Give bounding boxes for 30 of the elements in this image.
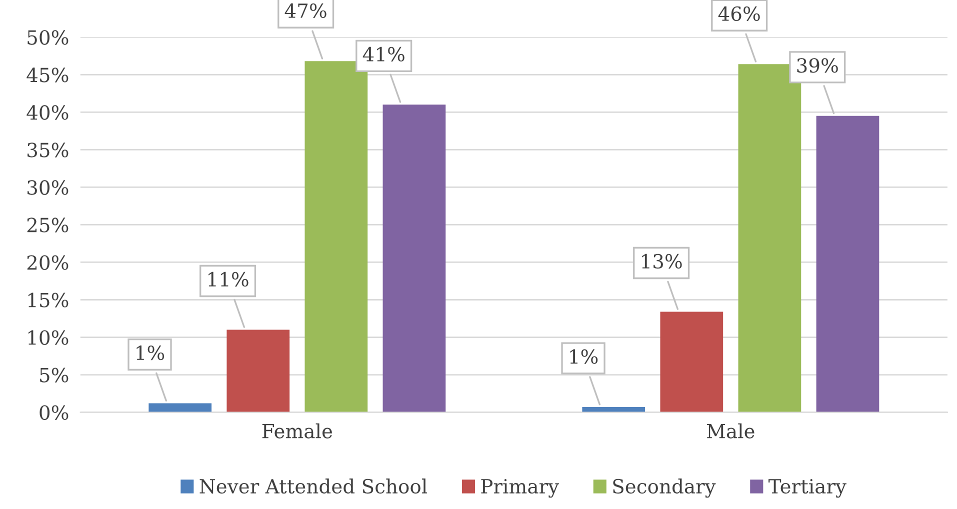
bar	[660, 312, 724, 412]
data-label: 47%	[284, 3, 326, 18]
bar	[816, 116, 880, 412]
legend-label: Primary	[481, 479, 559, 498]
data-label: 39%	[797, 58, 838, 73]
bar	[382, 104, 446, 412]
bar	[226, 330, 290, 412]
data-label: 41%	[362, 46, 404, 62]
y-tick-label: 10%	[28, 330, 68, 345]
y-tick-label: 5%	[40, 368, 68, 382]
bar	[304, 61, 368, 412]
y-tick-label: 45%	[26, 68, 68, 82]
x-tick-label: Male	[707, 423, 754, 438]
data-label: 46%	[718, 6, 760, 22]
y-tick-label: 0%	[40, 405, 68, 420]
data-label: 11%	[208, 272, 248, 287]
y-tick-label: 40%	[26, 105, 68, 120]
data-label: 1%	[570, 349, 598, 364]
y-tick-label: 35%	[28, 142, 68, 158]
y-tick-label: 25%	[27, 218, 68, 232]
data-label: 1%	[136, 345, 164, 360]
y-tick-label: 15%	[28, 292, 68, 308]
x-tick-label: Female	[262, 423, 332, 438]
legend-label: Never Attended School	[200, 478, 428, 494]
y-tick-label: 30%	[28, 180, 68, 195]
legend-label: Tertiary	[768, 479, 846, 498]
y-tick-label: 50%	[28, 30, 68, 45]
legend-label: Secondary	[613, 478, 716, 498]
y-tick-label: 20%	[27, 255, 68, 270]
data-label: 13%	[642, 254, 682, 269]
